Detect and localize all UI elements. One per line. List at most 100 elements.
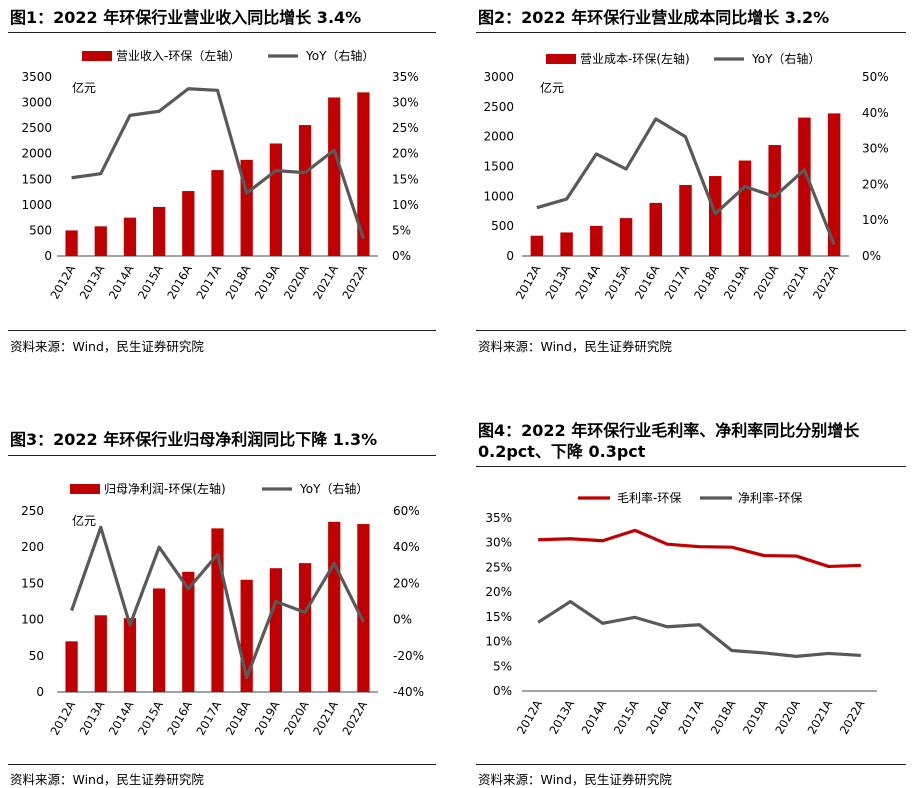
chart4-y-tick: 5% [493,659,512,673]
chart2-yleft-tick: 2500 [483,100,514,114]
chart1-x-tick: 2012A [47,262,78,301]
chart4-y-tick: 35% [485,511,512,525]
chart3-yright-tick: 20% [393,576,420,590]
chart1-title-rule [8,32,436,33]
chart3-yright-tick: 40% [393,540,420,554]
chart2-x-tick: 2017A [661,262,692,301]
chart1-bar [123,217,137,256]
chart4-title-rule [476,466,906,467]
chart1-legend-line-label: YoY（右轴） [305,48,374,63]
chart2-yleft-tick: 0 [506,249,514,263]
chart3-x-tick: 2019A [252,698,283,737]
chart3-yright-tick: 0% [393,613,412,627]
chart3-yleft-tick: 250 [21,504,44,518]
chart1-unit-label: 亿元 [72,80,96,95]
chart4-x-tick: 2017A [675,697,706,736]
chart2-yright-tick: 0% [862,249,881,263]
chart3-x-tick: 2014A [106,698,137,737]
chart1-yleft-tick: 1000 [21,198,52,212]
chart4-x-tick: 2021A [804,697,835,736]
chart3-unit-label: 亿元 [72,513,96,528]
chart2-legend-line-label: YoY（右轴） [751,51,820,66]
chart2-x-tick: 2020A [751,262,782,301]
chart2-yright-tick: 20% [862,177,889,191]
chart1-yleft-tick: 2000 [21,147,52,161]
chart1-yleft-tick: 2500 [21,121,52,135]
chart1-x-tick: 2015A [135,262,166,301]
chart3-x-tick: 2020A [281,698,312,737]
chart1-legend-bar-label: 营业收入-环保（左轴） [116,48,240,63]
chart1-bar [94,226,107,256]
chart3-yright-tick: -20% [393,649,424,663]
chart4-x-tick: 2016A [643,697,674,736]
chart2-x-tick: 2022A [810,262,841,301]
chart4-legend-gross-label: 毛利率-环保 [617,490,681,505]
chart4-gross-margin-line [538,528,861,569]
chart2-title: 图2：2022 年环保行业营业成本同比增长 3.2% [478,8,830,27]
chart1-yoy-line [71,87,365,240]
chart2-yleft-tick: 2000 [483,130,514,144]
chart3-bar [328,521,341,692]
chart3-x-tick: 2012A [47,698,78,737]
chart2-yleft-tick: 3000 [483,70,514,84]
chart1-bar [298,125,312,257]
chart4-y-tick: 25% [485,560,512,574]
chart4-y-tick: 15% [485,610,512,624]
chart3-x-tick: 2021A [310,698,341,737]
chart1-bar [269,143,282,256]
chart1-bar [153,206,166,256]
chart1-x-tick: 2021A [310,262,341,301]
chart3-title-rule [8,455,436,456]
chart3-bar [269,568,282,692]
chart2-bar [590,225,603,256]
chart1-yright-tick: 15% [392,172,419,186]
chart4-x-tick: 2018A [708,697,739,736]
chart1-bar [211,170,224,256]
chart1-x-tick: 2017A [193,262,224,301]
chart2-bar [679,184,692,256]
chart1-yright-tick: 20% [392,147,419,161]
chart3-yright-tick: -40% [393,685,424,699]
chart1-yright-tick: 25% [392,121,419,135]
chart1-title: 图1：2022 年环保行业营业收入同比增长 3.4% [10,8,362,27]
chart3-bar [153,588,166,692]
chart1-source: 资料来源：Wind，民生证券研究院 [10,339,204,354]
chart1-yright-tick: 5% [392,223,411,237]
chart1-yleft-tick: 0 [44,249,52,263]
chart1-x-tick: 2014A [106,262,137,301]
chart1-x-tick: 2013A [77,262,108,301]
chart2-bar [798,117,811,256]
chart1-bottom-rule [8,330,436,331]
chart2-yleft-tick: 1000 [483,189,514,203]
chart1-yleft-tick: 500 [29,223,52,237]
chart3-bar [123,618,137,692]
chart2-bar [708,176,722,256]
chart2-bar [768,145,781,256]
chart4-x-tick: 2022A [837,697,868,736]
chart2-yleft-tick: 1500 [483,160,514,174]
chart4-y-tick: 30% [485,536,512,550]
chart1-bar [328,97,341,256]
chart4-legend-net-label: 净利率-环保 [738,490,802,505]
chart3-bar [298,563,312,692]
chart1-yright-tick: 30% [392,96,419,110]
chart1-yright-tick: 10% [392,198,419,212]
chart1-yright-tick: 0% [392,249,411,263]
chart2-legend-bar-label: 营业成本-环保(左轴) [580,51,690,66]
chart3-title: 图3：2022 年环保行业归母净利润同比下降 1.3% [10,430,378,449]
chart4-x-tick: 2012A [514,697,545,736]
chart2-x-tick: 2014A [572,262,603,301]
chart2-x-tick: 2015A [602,262,633,301]
chart1-x-tick: 2018A [223,262,254,301]
chart4-y-tick: 20% [485,585,512,599]
chart3-bar [182,571,195,692]
chart3-x-tick: 2016A [164,698,195,737]
chart2-bar [530,235,544,256]
chart1-x-tick: 2016A [164,262,195,301]
chart2-yleft-tick: 500 [491,219,514,233]
chart2-bar [619,218,633,256]
chart3-bar [65,641,78,692]
chart2-bar [649,202,663,256]
chart3-yleft-tick: 100 [21,613,44,627]
